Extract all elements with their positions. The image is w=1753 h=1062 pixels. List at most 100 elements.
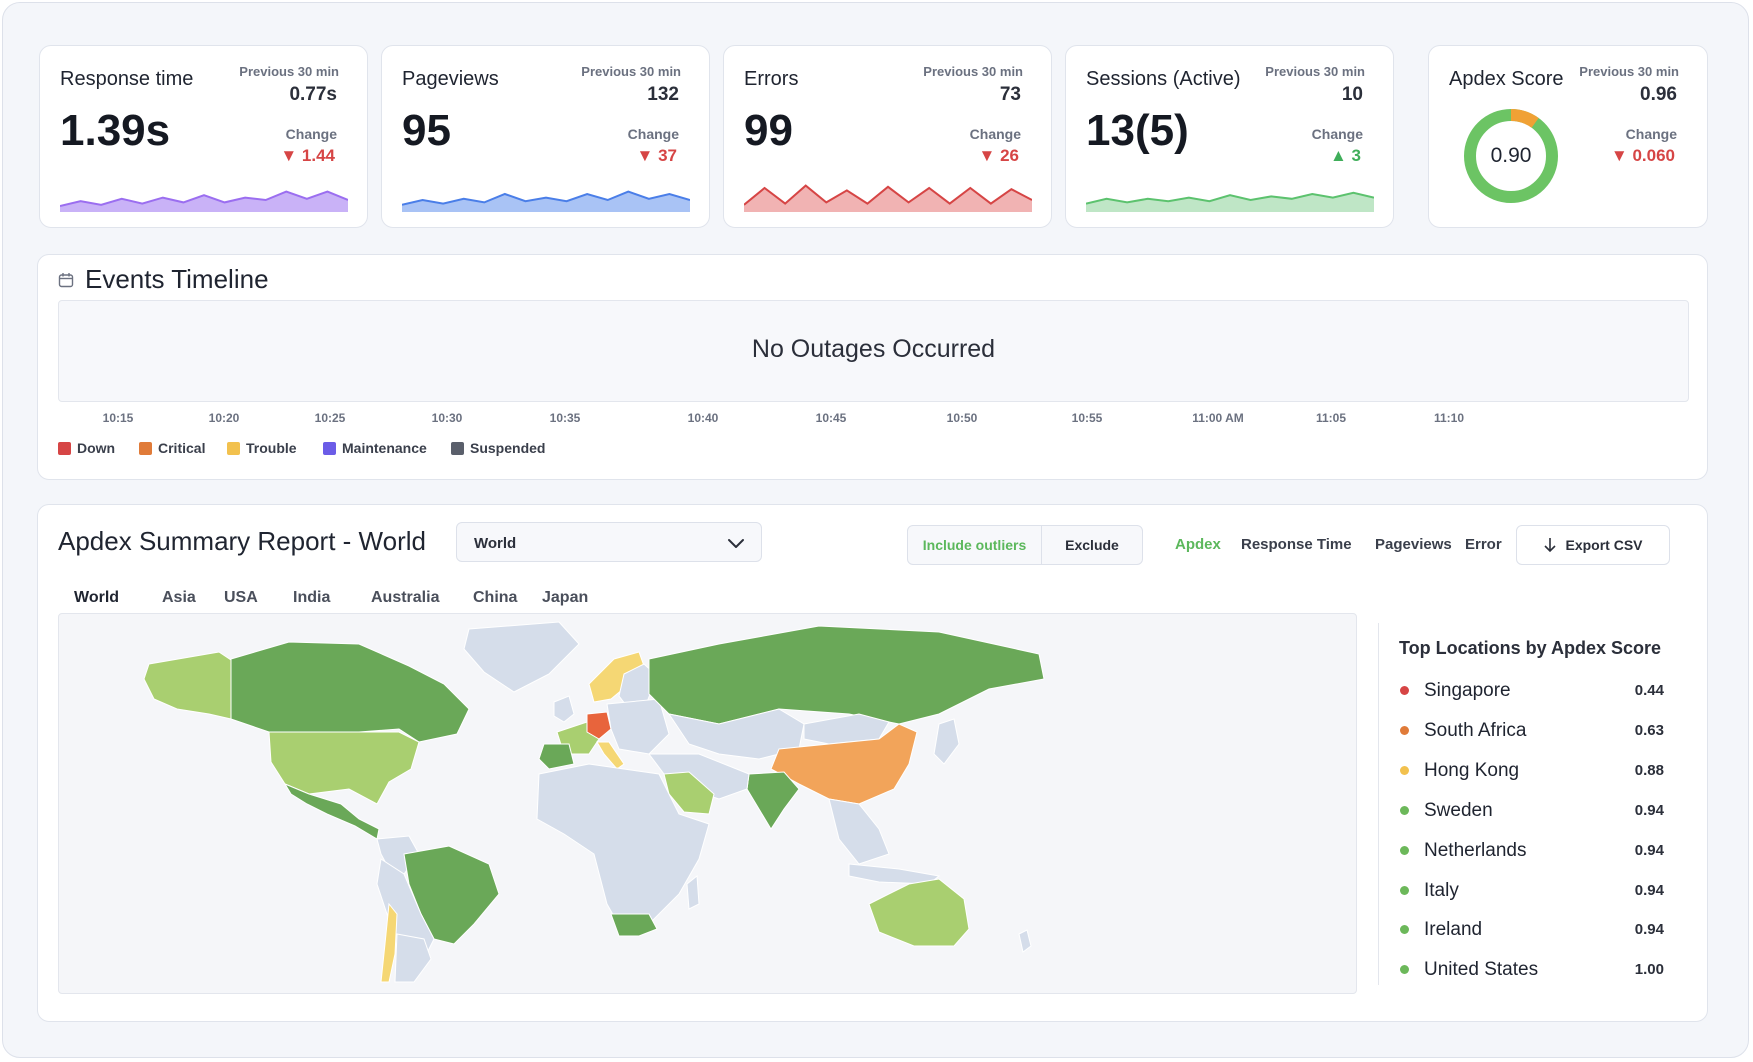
location-row[interactable]: Singapore 0.44 xyxy=(1400,676,1664,706)
timeline-tick-label: 10:20 xyxy=(208,411,240,425)
map-region-russia[interactable] xyxy=(648,625,1045,725)
map-region-japan[interactable] xyxy=(933,718,960,765)
metric-card[interactable]: Errors Previous 30 min 73 99 Change ▼ 26 xyxy=(723,45,1052,228)
legend-label: Suspended xyxy=(470,440,546,456)
timeline-legend-item[interactable]: Suspended xyxy=(451,440,545,456)
metric-card[interactable]: Response time Previous 30 min 0.77s 1.39… xyxy=(39,45,368,228)
timeline-legend-item[interactable]: Critical xyxy=(139,440,205,456)
map-region-chile[interactable] xyxy=(380,902,398,983)
metric-value: 99 xyxy=(744,106,793,155)
metric-prev-value: 0.77s xyxy=(289,84,337,105)
location-row[interactable]: Sweden 0.94 xyxy=(1400,796,1664,826)
region-tab[interactable]: India xyxy=(293,589,331,606)
map-region-germany[interactable] xyxy=(586,711,612,740)
legend-swatch xyxy=(139,441,152,455)
map-region-new-zealand[interactable] xyxy=(1018,929,1032,953)
metric-prev-value: 73 xyxy=(999,84,1021,105)
apdex-score-value: 0.90 xyxy=(1490,144,1532,167)
world-map[interactable] xyxy=(58,613,1357,994)
region-select[interactable]: World xyxy=(456,522,762,562)
location-row[interactable]: Ireland 0.94 xyxy=(1400,915,1664,945)
location-row[interactable]: Hong Kong 0.88 xyxy=(1400,756,1664,786)
location-score: 0.94 xyxy=(1634,921,1664,938)
donut-warn-arc xyxy=(1464,109,1558,203)
map-region-australia[interactable] xyxy=(868,878,970,947)
location-name: Singapore xyxy=(1424,680,1511,701)
metric-change-label: Change xyxy=(1311,126,1363,142)
map-region-south-africa[interactable] xyxy=(610,913,658,937)
region-tab[interactable]: Australia xyxy=(371,589,440,606)
metric-title: Pageviews xyxy=(402,68,499,90)
location-row[interactable]: United States 1.00 xyxy=(1400,955,1664,985)
map-region-spain[interactable] xyxy=(538,743,575,770)
region-tab[interactable]: USA xyxy=(224,589,258,606)
location-name: South Africa xyxy=(1424,720,1527,741)
sparkline-area xyxy=(1086,192,1374,212)
map-region-africa[interactable] xyxy=(536,763,710,935)
timeline-legend-item[interactable]: Down xyxy=(58,440,115,456)
outlier-toggle[interactable]: Include outliers Exclude xyxy=(907,525,1143,565)
location-status-dot xyxy=(1400,846,1409,855)
include-outliers-button[interactable]: Include outliers xyxy=(908,526,1042,564)
no-outages-message: No Outages Occurred xyxy=(751,335,996,363)
region-tab[interactable]: Asia xyxy=(162,589,196,606)
map-region-uk[interactable] xyxy=(553,695,575,723)
sparkline-chart xyxy=(60,190,348,212)
metric-title: Sessions (Active) xyxy=(1086,68,1241,90)
legend-swatch xyxy=(451,441,464,455)
location-row[interactable]: South Africa 0.63 xyxy=(1400,716,1664,746)
location-name: Sweden xyxy=(1424,800,1493,821)
sparkline-chart xyxy=(1086,191,1374,212)
metric-card[interactable]: Pageviews Previous 30 min 132 95 Change … xyxy=(381,45,710,228)
location-name: Netherlands xyxy=(1424,840,1527,861)
map-region-canada[interactable] xyxy=(230,641,470,743)
map-panel-divider xyxy=(1378,623,1379,985)
metric-title: Response time xyxy=(60,68,194,90)
location-score: 0.94 xyxy=(1634,802,1664,819)
timeline-tick-label: 10:30 xyxy=(431,411,463,425)
metric-tab[interactable]: Apdex xyxy=(1175,536,1221,553)
map-region-eastern-europe[interactable] xyxy=(606,698,670,755)
timeline-tick-label: 10:40 xyxy=(687,411,719,425)
location-row[interactable]: Netherlands 0.94 xyxy=(1400,836,1664,866)
sparkline-line xyxy=(60,190,348,207)
metric-prev-label: Previous 30 min xyxy=(1265,64,1365,79)
location-row[interactable]: Italy 0.94 xyxy=(1400,876,1664,906)
sparkline-area xyxy=(744,185,1032,212)
metric-value: 1.39s xyxy=(60,106,171,155)
legend-label: Maintenance xyxy=(342,440,427,456)
location-name: Hong Kong xyxy=(1424,760,1520,781)
map-region-china[interactable] xyxy=(770,723,918,805)
map-region-usa[interactable] xyxy=(268,731,420,805)
sparkline-chart xyxy=(744,184,1032,212)
map-region-argentina[interactable] xyxy=(394,933,432,983)
metric-tab[interactable]: Response Time xyxy=(1241,536,1352,553)
map-region-southeast-asia[interactable] xyxy=(828,798,890,865)
export-csv-button[interactable]: Export CSV xyxy=(1516,525,1670,565)
metric-change-label: Change xyxy=(969,126,1021,142)
region-tab[interactable]: Japan xyxy=(542,589,589,606)
apdex-score-card[interactable]: Apdex Score Previous 30 min 0.96 Change … xyxy=(1428,45,1708,228)
map-region-italy[interactable] xyxy=(596,741,625,770)
map-region-greenland[interactable] xyxy=(463,621,580,693)
timeline-legend-item[interactable]: Maintenance xyxy=(323,440,427,456)
metric-change-value: ▼ 37 xyxy=(636,146,677,165)
location-name: Ireland xyxy=(1424,919,1483,940)
timeline-tick-label: 10:50 xyxy=(946,411,978,425)
location-status-dot xyxy=(1400,925,1409,934)
metric-card[interactable]: Sessions (Active) Previous 30 min 10 13(… xyxy=(1065,45,1394,228)
region-tab[interactable]: China xyxy=(473,589,518,606)
legend-label: Critical xyxy=(158,440,206,456)
exclude-button[interactable]: Exclude xyxy=(1065,537,1119,553)
map-region-madagascar[interactable] xyxy=(686,875,700,910)
map-region-alaska[interactable] xyxy=(143,651,235,720)
timeline-legend-item[interactable]: Trouble xyxy=(227,440,297,456)
apdex-change-label: Change xyxy=(1625,126,1677,142)
timeline-tick-label: 11:10 xyxy=(1433,411,1465,425)
location-score: 0.94 xyxy=(1634,842,1664,859)
location-score: 0.94 xyxy=(1634,882,1664,899)
map-region-india[interactable] xyxy=(746,771,800,830)
region-tab[interactable]: World xyxy=(74,589,120,606)
metric-tab[interactable]: Pageviews xyxy=(1375,536,1452,553)
metric-tab[interactable]: Error xyxy=(1465,536,1502,553)
